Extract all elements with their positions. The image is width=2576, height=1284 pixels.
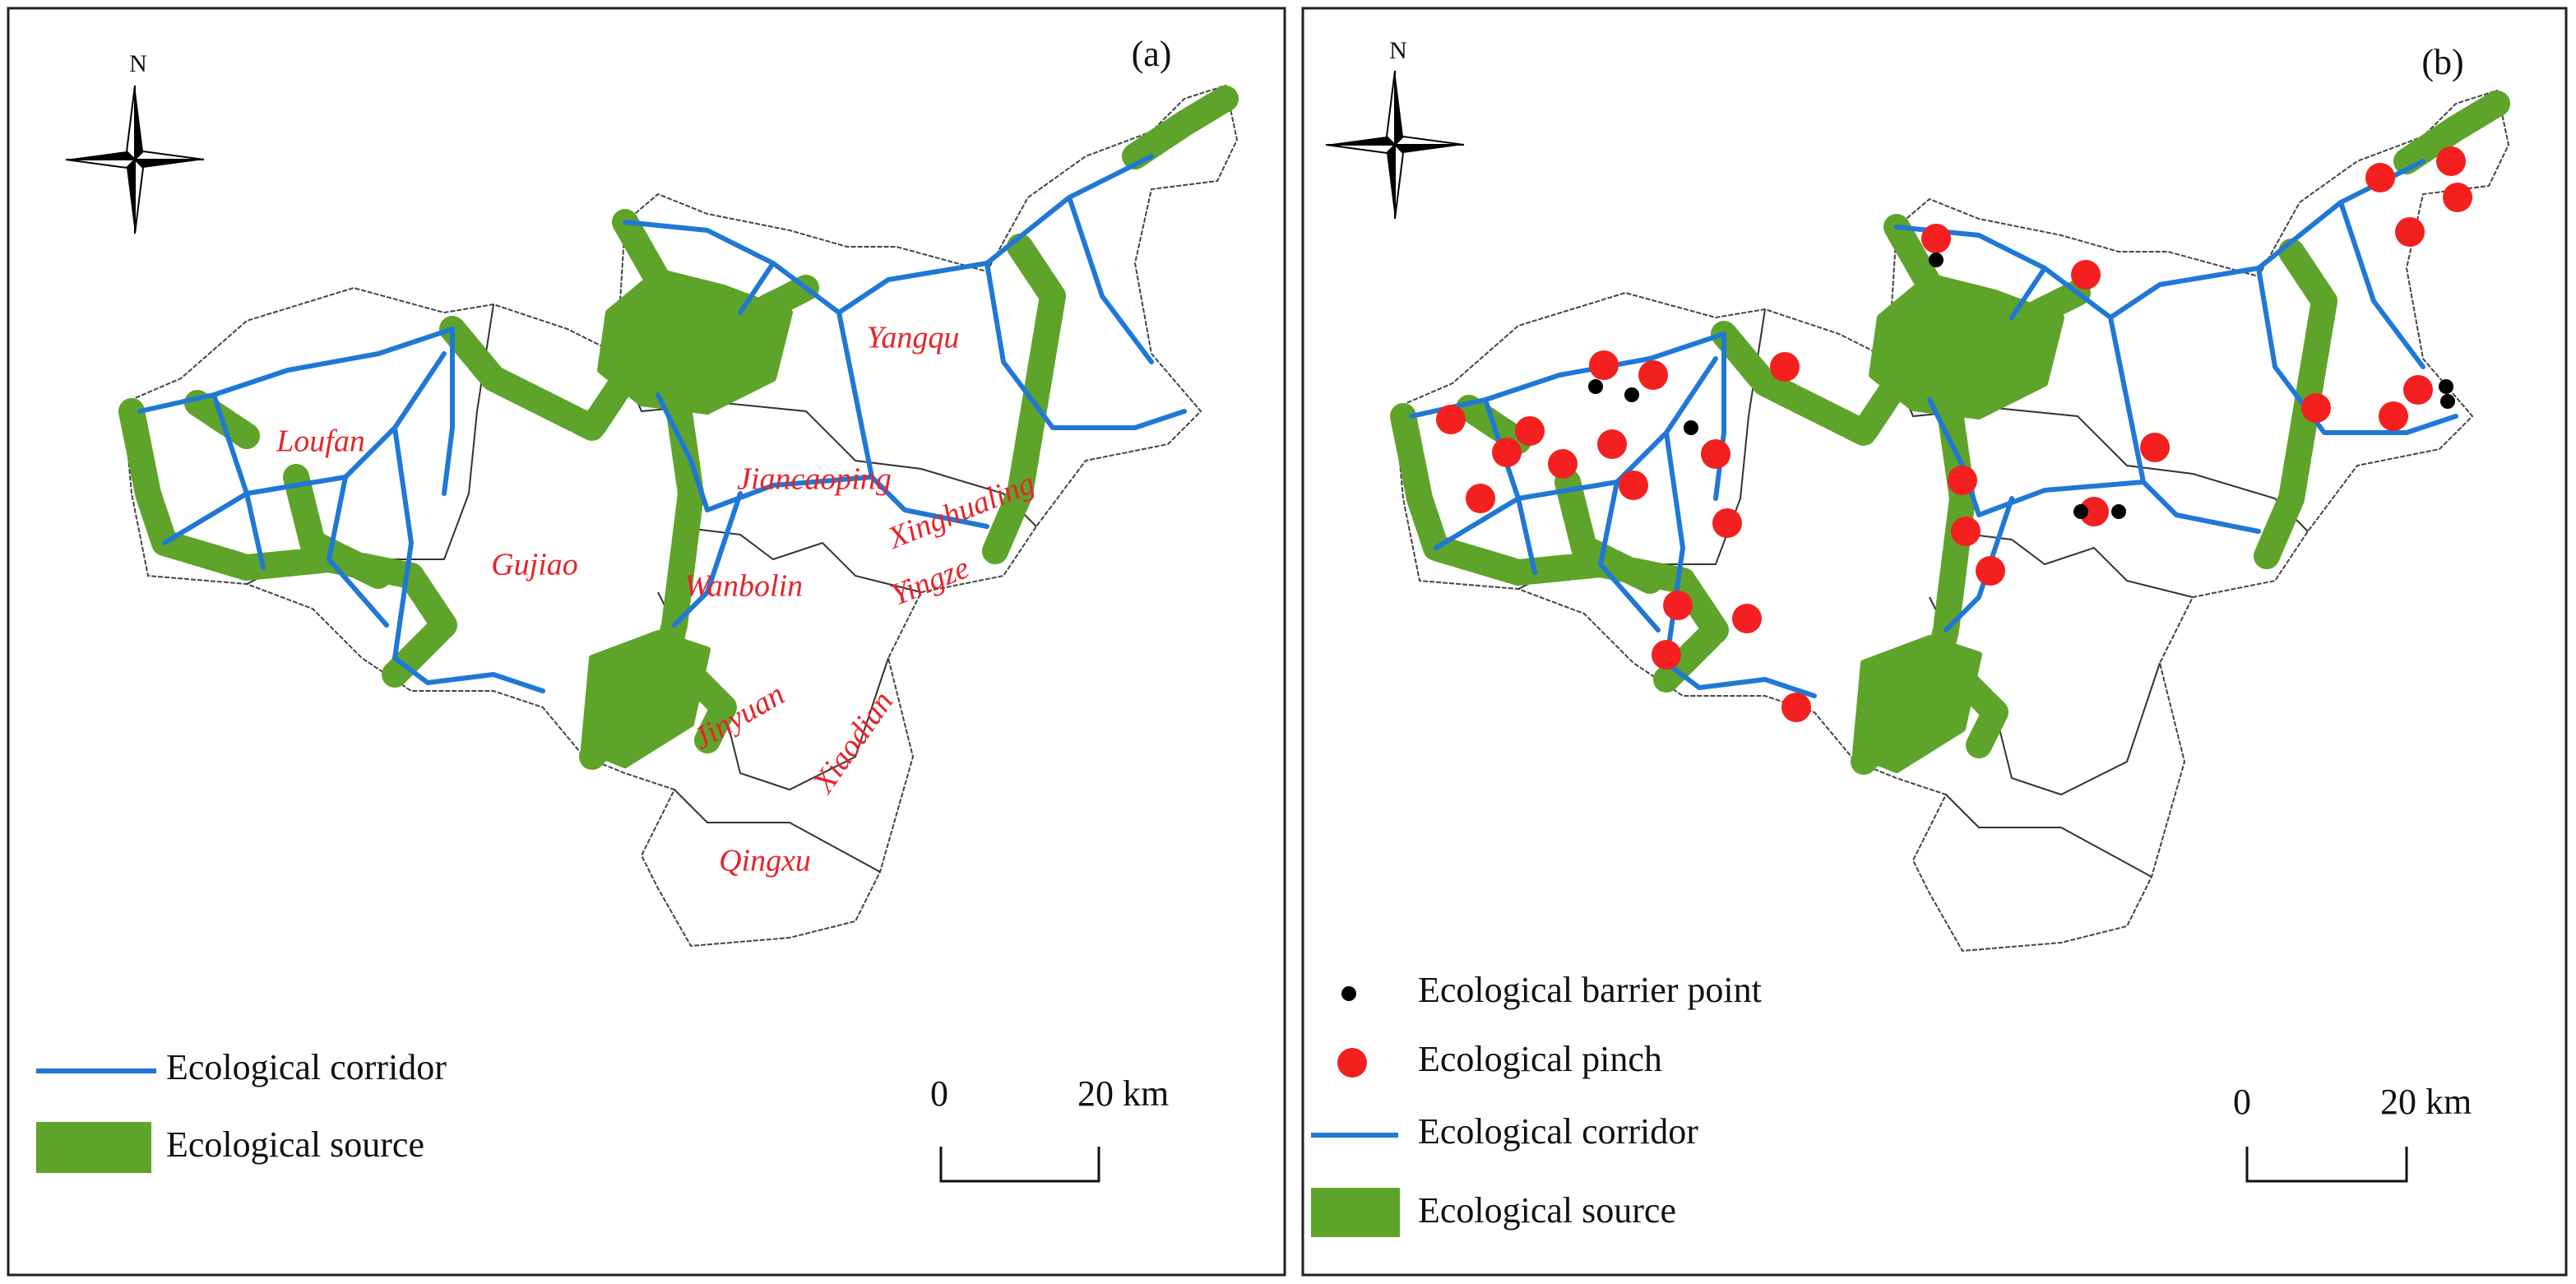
barrier-point [2111,504,2126,519]
pinch-point [2395,217,2425,247]
pinch-point [1548,449,1578,479]
pinch-point [2071,260,2101,290]
scale-bar [939,1147,1100,1183]
barrier-point [1624,387,1639,402]
pinch-point [1515,416,1545,446]
panel-b: N (b) Ecological barrier point Ecologica… [1311,37,2509,1237]
scale-label: 20 km [2380,1082,2472,1122]
pinch-point [1732,604,1762,633]
legend-swatch [1311,1188,1400,1237]
pinch-point [1466,484,1495,513]
pinch-point [1619,470,1648,500]
barrier-point [1588,379,1603,394]
north-arrow [65,85,205,234]
district-label: Jiancaoping [737,462,892,497]
scale-label: 20 km [1077,1073,1169,1114]
panel-label: (b) [2421,42,2463,82]
district-label: Xiaodian [805,685,900,800]
pinch-point [2140,433,2170,462]
district-label: Loufan [276,424,365,459]
pinch-point [1638,360,1668,390]
scale-label: 0 [2233,1082,2251,1122]
panel-frame [1301,7,2568,1277]
legend-label: Ecological source [1418,1190,1676,1231]
scale-label: 0 [930,1073,948,1114]
north-label: N [1389,37,1407,64]
legend-label: Ecological corridor [166,1047,447,1087]
pinch-point [1652,640,1681,670]
pinch-point [1948,466,1977,495]
barrier-points [1588,253,2455,519]
legend-label: Ecological pinch [1418,1039,1662,1079]
pinch-point [1597,429,1627,459]
legend-label: Ecological source [166,1124,424,1165]
legend-label: Ecological barrier point [1418,970,1762,1010]
pinch-point [1781,693,1811,722]
district-label: Yingze [886,550,974,613]
panel-label: (a) [1132,34,1172,74]
north-label: N [129,50,147,77]
barrier-point [1684,420,1698,435]
pinch-point [1436,405,1466,434]
panel-a: N (a) Loufan Gujiao Jiancaoping Yangqu X… [36,34,1237,1183]
pinch-point [2443,183,2472,212]
map [1395,90,2509,951]
pinch-point [1951,517,1981,546]
barrier-point [1929,253,1944,267]
pinch-point [1701,439,1730,469]
pinch-point [1921,224,1951,253]
pinch-point [2436,146,2466,176]
map [123,86,1237,946]
pinch-points [1436,146,2472,722]
pinch-point [1492,438,1522,467]
pinch-point [2379,401,2408,431]
pinch-point [1712,508,1742,538]
pinch-point [2403,375,2433,405]
pinch-point [2079,497,2109,526]
district-label: Gujiao [491,548,578,582]
legend-swatch [1341,986,1356,1001]
pinch-point [2301,393,2331,423]
north-arrow [1325,70,1465,220]
pinch-point [1770,352,1800,382]
legend-swatch [1337,1048,1367,1078]
barrier-point [2440,394,2455,409]
pinch-point [1976,556,2005,586]
panel-frame [7,7,1286,1277]
scale-bar [2245,1147,2408,1183]
legend-swatch [36,1122,151,1173]
pinch-point [1663,591,1693,620]
pinch-point [1589,350,1619,380]
barrier-point [2439,379,2453,394]
barrier-point [2073,504,2088,519]
legend-label: Ecological corridor [1418,1111,1698,1152]
district-label: Yangqu [867,321,960,355]
district-label: Qingxu [719,844,811,878]
district-label: Wanbolin [684,569,803,604]
pinch-point [2365,163,2395,192]
